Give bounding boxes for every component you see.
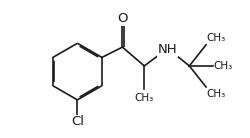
Text: O: O (117, 12, 128, 25)
Text: CH₃: CH₃ (135, 93, 154, 103)
Text: CH₃: CH₃ (207, 33, 226, 43)
Text: CH₃: CH₃ (213, 61, 232, 71)
Text: NH: NH (158, 43, 177, 56)
Text: Cl: Cl (71, 115, 84, 128)
Text: CH₃: CH₃ (207, 89, 226, 99)
